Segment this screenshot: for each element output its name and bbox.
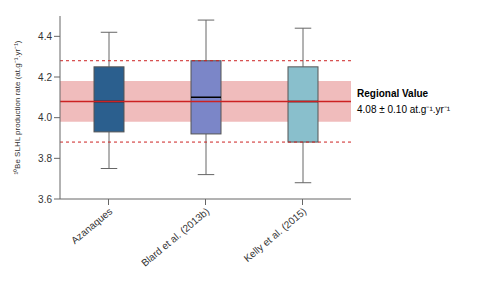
svg-text:3.8: 3.8: [38, 153, 52, 164]
svg-text:4.2: 4.2: [38, 72, 52, 83]
svg-text:4.08 ± 0.10 at.g⁻¹.yr⁻¹: 4.08 ± 0.10 at.g⁻¹.yr⁻¹: [357, 104, 451, 115]
svg-text:Azanaques: Azanaques: [69, 206, 114, 247]
svg-text:Kelly et al. (2015): Kelly et al. (2015): [242, 206, 309, 264]
svg-text:¹⁰Be SLHL production rate (at.: ¹⁰Be SLHL production rate (at.g⁻¹.yr⁻¹): [13, 40, 22, 174]
svg-text:Blard et al. (2013b): Blard et al. (2013b): [139, 206, 211, 269]
svg-text:4.0: 4.0: [38, 112, 52, 123]
svg-text:Regional Value: Regional Value: [357, 88, 429, 99]
svg-text:3.6: 3.6: [38, 194, 52, 205]
svg-text:4.4: 4.4: [38, 31, 52, 42]
